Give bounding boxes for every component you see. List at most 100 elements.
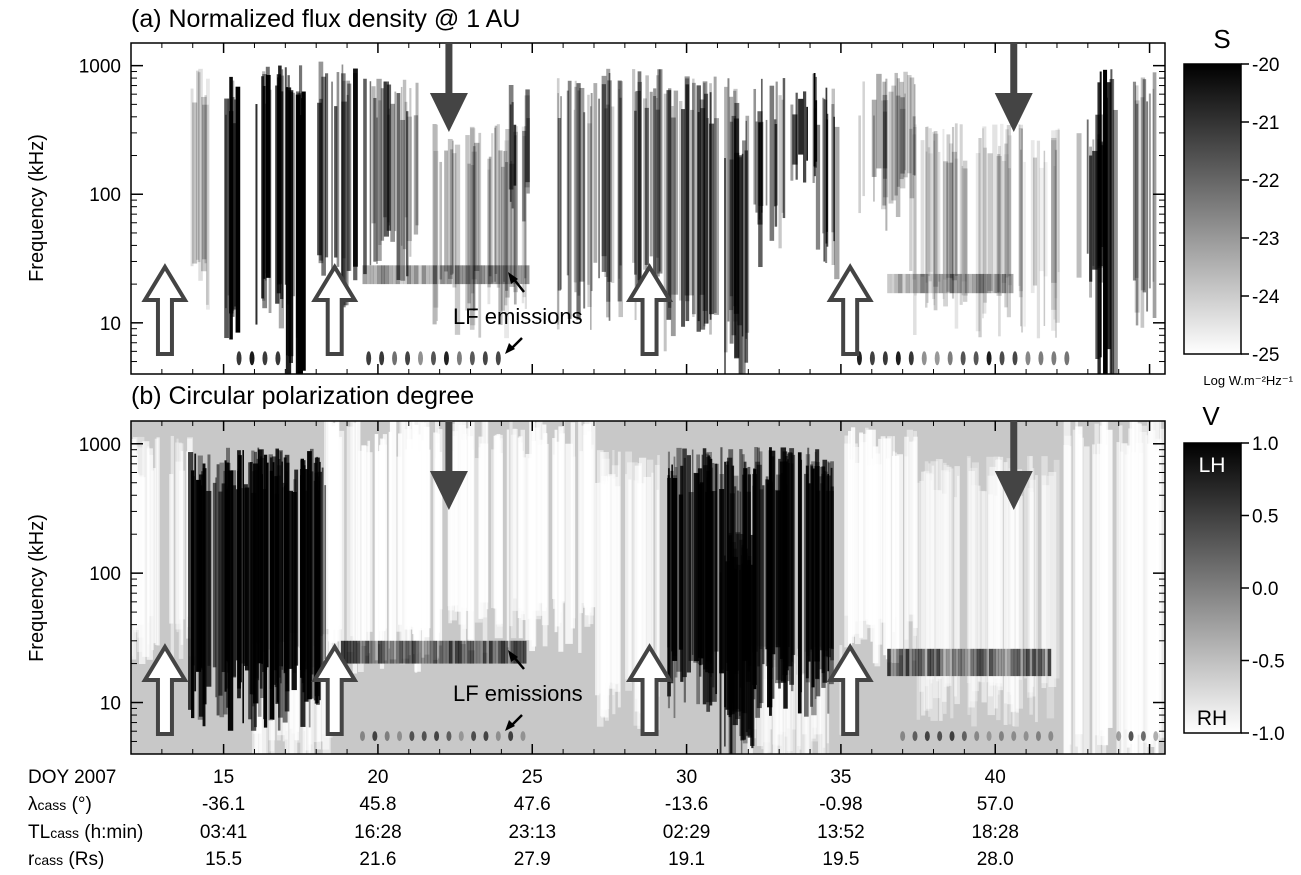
lh-burst	[300, 475, 304, 678]
spectral-burst	[834, 126, 840, 280]
lf-band-segment	[525, 265, 530, 285]
rh-burst	[420, 422, 427, 628]
lh-burst	[767, 483, 773, 708]
rh-burst	[1139, 431, 1147, 753]
spectral-burst	[734, 152, 740, 359]
spectral-burst	[963, 168, 968, 296]
rh-burst	[330, 426, 339, 627]
lf-band-segment	[393, 640, 397, 664]
spectral-burst	[632, 69, 636, 263]
lf-band-segment	[445, 640, 450, 664]
rh-burst	[1029, 456, 1033, 715]
rh-burst	[1102, 421, 1109, 746]
lh-burst	[686, 455, 691, 673]
colorbar-v-gradient	[1183, 442, 1242, 734]
rh-burst	[525, 454, 533, 641]
spectral-burst	[1051, 130, 1056, 331]
lf-band-segment	[495, 640, 499, 664]
spectral-burst	[1140, 77, 1146, 291]
lh-burst	[291, 491, 297, 691]
rh-burst	[994, 495, 998, 709]
lh-burst	[242, 450, 244, 724]
lh-burst	[797, 452, 802, 714]
spectral-burst	[699, 99, 705, 295]
lf-periodic-blob	[974, 731, 980, 742]
lf-band-segment	[427, 640, 431, 664]
spectral-burst	[406, 111, 409, 277]
spectral-burst	[1092, 150, 1098, 270]
rh-burst	[1135, 442, 1144, 754]
spectral-burst	[396, 93, 401, 281]
rh-burst	[538, 439, 544, 604]
spectral-burst	[255, 104, 258, 325]
lh-burst	[251, 450, 255, 695]
spectral-burst	[896, 78, 900, 187]
rh-burst	[607, 474, 616, 689]
spectral-burst	[566, 90, 569, 276]
lf-band-segment	[994, 273, 999, 294]
spectral-burst	[1076, 133, 1082, 278]
lf-band-segment	[1047, 648, 1052, 677]
lh-burst	[808, 483, 811, 662]
lf-periodic-blob	[430, 351, 436, 366]
spectral-burst	[831, 104, 835, 233]
rh-burst	[978, 490, 985, 683]
lf-band-segment	[989, 648, 993, 677]
panel-a-up-arrow	[311, 263, 359, 356]
spectral-burst	[606, 68, 611, 302]
spectral-burst	[692, 78, 695, 318]
lh-burst	[249, 461, 253, 695]
lf-periodic-blob	[434, 731, 440, 742]
spectral-burst	[400, 86, 403, 246]
spectral-burst	[369, 81, 372, 266]
lf-periodic-blob	[469, 351, 475, 366]
rh-burst	[601, 475, 607, 711]
rh-burst	[859, 432, 863, 638]
rh-burst	[423, 421, 430, 655]
spectral-burst	[376, 78, 382, 261]
spectral-burst	[1030, 140, 1035, 294]
colorbar-s-unit: Log W.m⁻²Hz⁻¹	[1203, 373, 1293, 388]
spectral-burst	[645, 75, 649, 317]
rh-burst	[375, 451, 383, 645]
rh-burst	[1128, 428, 1135, 745]
lf-periodic-blob	[900, 731, 906, 742]
spectral-burst	[825, 119, 828, 232]
spectral-burst	[1148, 93, 1151, 289]
lf-band-segment	[424, 640, 428, 664]
ephemeris-cell: -13.6	[665, 794, 708, 815]
rh-burst	[904, 436, 909, 649]
lf-band-segment	[455, 640, 459, 664]
spectral-burst	[471, 151, 477, 280]
spectral-burst	[224, 98, 229, 339]
lh-burst	[779, 461, 784, 659]
spectral-burst	[206, 78, 210, 310]
panel-b-ylabel: Frequency (kHz)	[26, 514, 48, 662]
lh-burst	[236, 489, 240, 661]
lf-band-segment	[931, 273, 936, 294]
spectral-burst	[514, 126, 519, 283]
rh-burst	[1024, 474, 1027, 679]
lf-band-segment	[948, 648, 953, 677]
spectral-burst	[1134, 85, 1139, 278]
spectral-burst	[685, 78, 690, 302]
lf-band-segment	[414, 640, 419, 664]
lh-burst	[287, 490, 293, 669]
rh-burst	[169, 474, 174, 624]
rh-burst	[926, 474, 934, 680]
rh-burst	[136, 475, 144, 625]
lf-band-segment	[411, 640, 416, 664]
rh-burst	[308, 660, 313, 745]
lf-band-segment	[927, 648, 931, 677]
spectral-burst	[606, 104, 610, 318]
lf-band-segment	[421, 265, 426, 285]
lh-burst	[262, 449, 264, 672]
spectral-burst	[823, 99, 826, 262]
lh-burst	[277, 458, 281, 731]
lh-burst	[324, 485, 327, 660]
rh-burst	[531, 440, 537, 647]
lh-burst	[202, 468, 207, 705]
spectral-burst	[755, 121, 758, 213]
spectral-burst	[1134, 100, 1140, 313]
